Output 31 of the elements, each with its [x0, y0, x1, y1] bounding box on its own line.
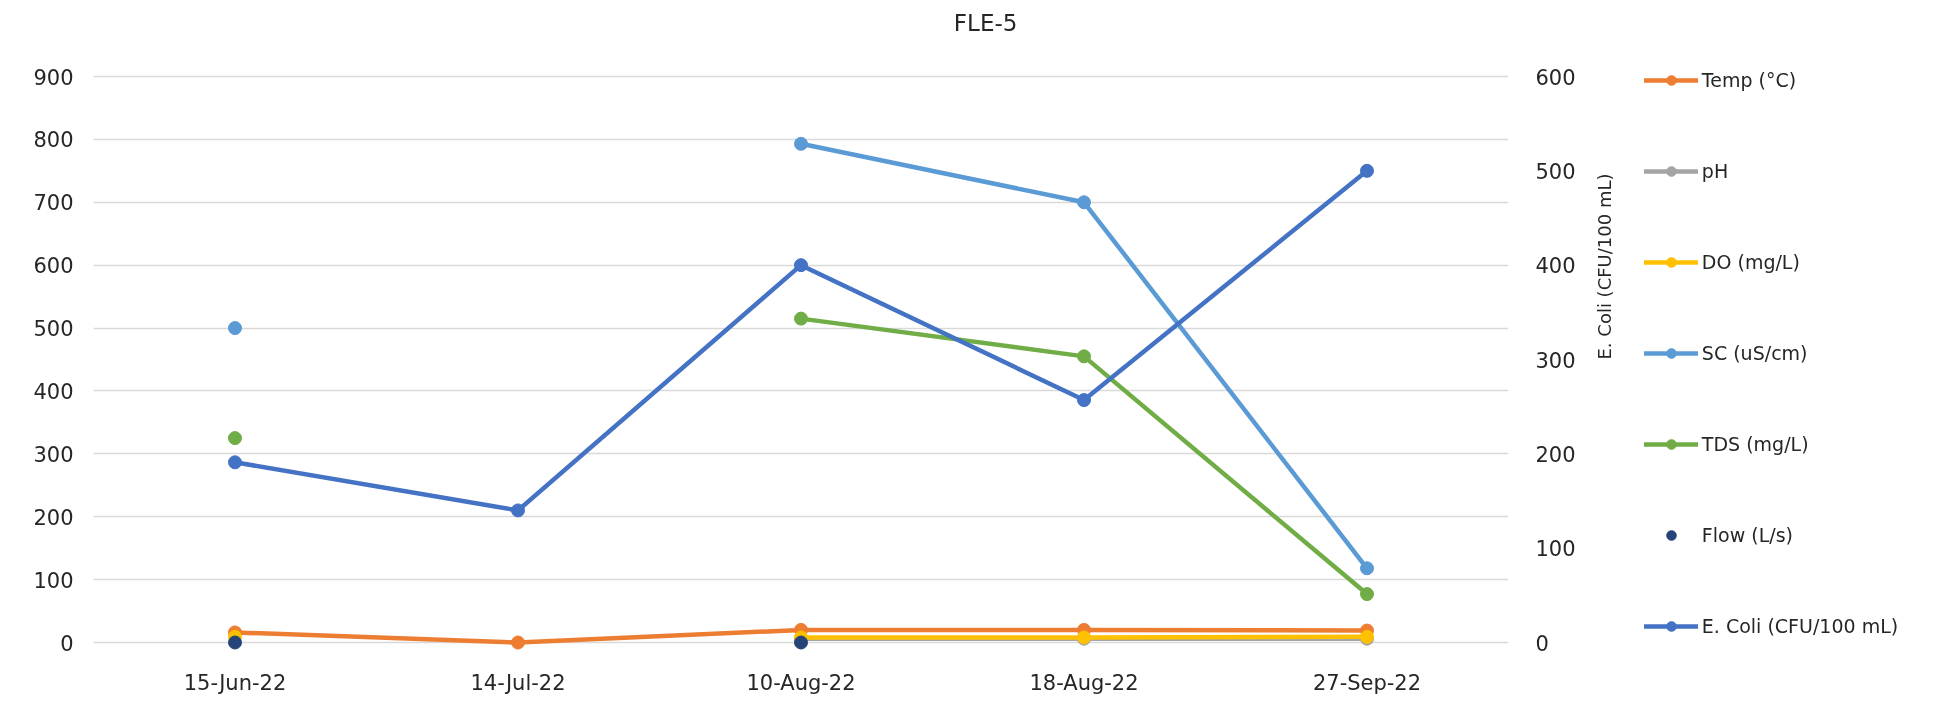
- x-tick-label: 27-Sep-22: [1312, 670, 1422, 695]
- y2-tick-label: 300: [1535, 348, 1576, 373]
- legend-label: DO (mg/L): [1701, 251, 1800, 273]
- y-tick-label: 700: [33, 191, 74, 216]
- y-tick-label: 900: [33, 65, 74, 90]
- y-tick-label: 600: [33, 254, 74, 279]
- x-tick-label: 18-Aug-22: [1029, 670, 1139, 695]
- y2-tick-label: 0: [1535, 631, 1549, 656]
- y-tick-label: 300: [33, 442, 74, 467]
- legend-label: Temp (°C): [1701, 69, 1797, 91]
- y-tick-label: 500: [33, 317, 74, 342]
- y2-tick-label: 200: [1535, 442, 1576, 467]
- y-tick-label: 200: [33, 505, 74, 530]
- x-tick-label: 10-Aug-22: [746, 670, 856, 695]
- y2-tick-label: 400: [1535, 254, 1576, 279]
- y-tick-label: 0: [60, 631, 74, 656]
- y2-tick-label: 100: [1535, 537, 1576, 562]
- y2-axis-title: E. Coli (CFU/100 mL): [1594, 173, 1616, 360]
- x-tick-label: 15-Jun-22: [183, 670, 287, 695]
- chart-title: FLE-5: [953, 9, 1018, 36]
- y-tick-label: 100: [33, 568, 74, 593]
- y2-tick-label: 500: [1535, 159, 1576, 184]
- x-tick-label: 14-Jul-22: [470, 670, 566, 695]
- legend-label: pH: [1701, 160, 1729, 182]
- y-tick-label: 400: [33, 379, 74, 404]
- legend-label: TDS (mg/L): [1701, 433, 1809, 455]
- legend-label: Flow (L/s): [1701, 524, 1793, 546]
- legend-label: E. Coli (CFU/100 mL): [1701, 615, 1899, 637]
- y-tick-label: 800: [33, 128, 74, 153]
- y2-tick-label: 600: [1535, 65, 1576, 90]
- legend-label: SC (uS/cm): [1701, 342, 1808, 364]
